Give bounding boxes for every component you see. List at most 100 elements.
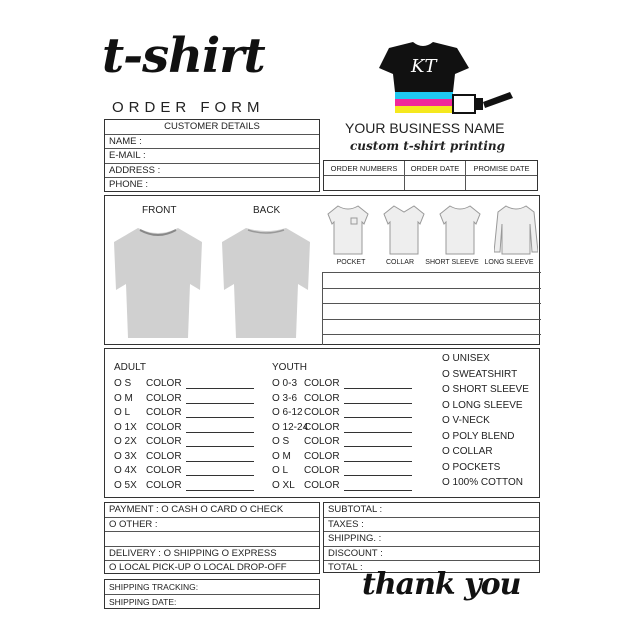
email-field[interactable]: E-MAIL : (105, 149, 319, 164)
collar-label: COLLAR (385, 259, 414, 266)
logo-text: KT (410, 56, 438, 77)
color-label: COLOR (304, 465, 340, 476)
color-label: COLOR (304, 450, 340, 462)
color-input-line[interactable] (185, 481, 254, 491)
size-option[interactable]: O L COLOR (114, 407, 254, 418)
payment-box: PAYMENT : O CASH O CARD O CHECK O OTHER … (104, 502, 320, 574)
blank-row[interactable] (105, 532, 319, 547)
size-option[interactable]: O 5X COLOR (114, 480, 254, 491)
order-date-header: ORDER DATE (405, 161, 466, 176)
color-input-line[interactable] (343, 466, 412, 476)
size-label: O 0-3 (272, 378, 298, 389)
color-input-line[interactable] (185, 379, 254, 389)
size-option[interactable]: O SHORT SLEEVE (442, 384, 529, 395)
youth-label: YOUTH (272, 362, 307, 373)
name-field[interactable]: NAME : (105, 135, 319, 149)
size-option[interactable]: O 2X COLOR (114, 436, 254, 447)
size-option[interactable]: O POLY BLEND (442, 430, 515, 442)
color-label: COLOR (146, 465, 182, 476)
size-option[interactable]: O COLLAR (442, 446, 493, 457)
color-input-line[interactable] (185, 408, 254, 418)
color-input-line[interactable] (343, 379, 412, 389)
customer-details-box: CUSTOMER DETAILS NAME : E-MAIL : ADDRESS… (104, 119, 320, 192)
collar-shirt-icon (383, 205, 425, 255)
size-option[interactable]: O LONG SLEEVE (442, 400, 523, 411)
color-input-line[interactable] (343, 394, 412, 404)
shipping-cost-field[interactable]: SHIPPING. : (324, 532, 539, 547)
size-label: O 12-24 (272, 421, 309, 433)
form-title: t-shirt (102, 28, 266, 84)
back-shirt-image (218, 222, 314, 347)
size-option[interactable]: O SWEATSHIRT (442, 368, 518, 380)
size-option[interactable]: O 12-24COLOR (272, 422, 412, 433)
notes-lines[interactable] (322, 272, 541, 345)
size-label: O 6-12 (272, 407, 303, 418)
size-option[interactable]: O S COLOR (272, 436, 412, 447)
size-label: O SHORT SLEEVE (442, 384, 529, 395)
order-date-cell[interactable] (405, 176, 466, 190)
color-input-line[interactable] (343, 481, 412, 491)
promise-date-cell[interactable] (466, 176, 537, 190)
order-numbers-cell[interactable] (324, 176, 405, 190)
size-option[interactable]: O 3-6 COLOR (272, 393, 412, 404)
size-option[interactable]: O UNISEX (442, 353, 490, 364)
order-numbers-header: ORDER NUMBERS (324, 161, 405, 176)
order-info-table: ORDER NUMBERS ORDER DATE PROMISE DATE (323, 160, 538, 191)
color-input-line[interactable] (343, 437, 412, 447)
tagline: custom t-shirt printing (350, 139, 506, 153)
taxes-field[interactable]: TAXES : (324, 518, 539, 532)
size-option[interactable]: O M COLOR (114, 393, 254, 404)
color-input-line[interactable] (185, 423, 254, 433)
color-input-line[interactable] (185, 466, 254, 476)
size-option[interactable]: O L COLOR (272, 465, 412, 476)
color-label: COLOR (304, 392, 340, 404)
size-label: O 2X (114, 436, 137, 447)
color-input-line[interactable] (185, 394, 254, 404)
thank-you-text: thank you (362, 567, 521, 602)
pocket-label: POCKET (336, 259, 366, 266)
size-label: O 4X (114, 465, 137, 476)
size-label: O V-NECK (442, 415, 490, 426)
size-label: O POLY BLEND (442, 430, 515, 442)
size-option[interactable]: O 0-3 COLOR (272, 378, 412, 389)
local-delivery-row[interactable]: O LOCAL PICK-UP O LOCAL DROP-OFF (109, 562, 287, 573)
size-label: O L (272, 465, 289, 476)
phone-field[interactable]: PHONE : (109, 179, 149, 190)
color-input-line[interactable] (185, 437, 254, 447)
size-option[interactable]: O 3X COLOR (114, 451, 254, 462)
size-option[interactable]: O 1X COLOR (114, 422, 254, 433)
adult-label: ADULT (114, 362, 147, 373)
other-payment-row[interactable]: O OTHER : (105, 518, 319, 532)
delivery-row[interactable]: DELIVERY : O SHIPPING O EXPRESS (105, 547, 319, 561)
color-input-line[interactable] (185, 452, 254, 462)
discount-field[interactable]: DISCOUNT : (324, 547, 539, 561)
color-label: COLOR (146, 479, 182, 491)
size-option[interactable]: O 100% COTTON (442, 477, 523, 488)
size-option[interactable]: O 4X COLOR (114, 465, 254, 476)
sizes-box (104, 348, 540, 498)
size-option[interactable]: O V-NECK (442, 415, 490, 426)
size-label: O SWEATSHIRT (442, 368, 518, 380)
subtotal-field[interactable]: SUBTOTAL : (324, 503, 539, 518)
color-input-line[interactable] (343, 452, 412, 462)
shipping-tracking-field[interactable]: SHIPPING TRACKING: (105, 580, 319, 595)
shirt-styles (326, 202, 538, 256)
pocket-shirt-icon (327, 205, 369, 255)
front-shirt-image (110, 222, 206, 347)
address-field[interactable]: ADDRESS : (105, 164, 319, 178)
size-label: O 3-6 (272, 392, 298, 404)
size-label: O XL (272, 479, 295, 491)
size-option[interactable]: O M COLOR (272, 451, 412, 462)
size-option[interactable]: O POCKETS (442, 462, 500, 473)
long-sleeve-label: LONG SLEEVE (484, 259, 534, 266)
size-label: O 1X (114, 421, 137, 433)
size-option[interactable]: O XL COLOR (272, 480, 412, 491)
color-label: COLOR (304, 378, 340, 389)
shipping-date-field[interactable]: SHIPPING DATE: (109, 596, 177, 607)
color-input-line[interactable] (343, 423, 412, 433)
payment-row[interactable]: PAYMENT : O CASH O CARD O CHECK (105, 503, 319, 518)
color-input-line[interactable] (343, 408, 412, 418)
total-field[interactable]: TOTAL : (328, 562, 363, 573)
size-option[interactable]: O 6-12COLOR (272, 407, 412, 418)
size-option[interactable]: O S COLOR (114, 378, 254, 389)
